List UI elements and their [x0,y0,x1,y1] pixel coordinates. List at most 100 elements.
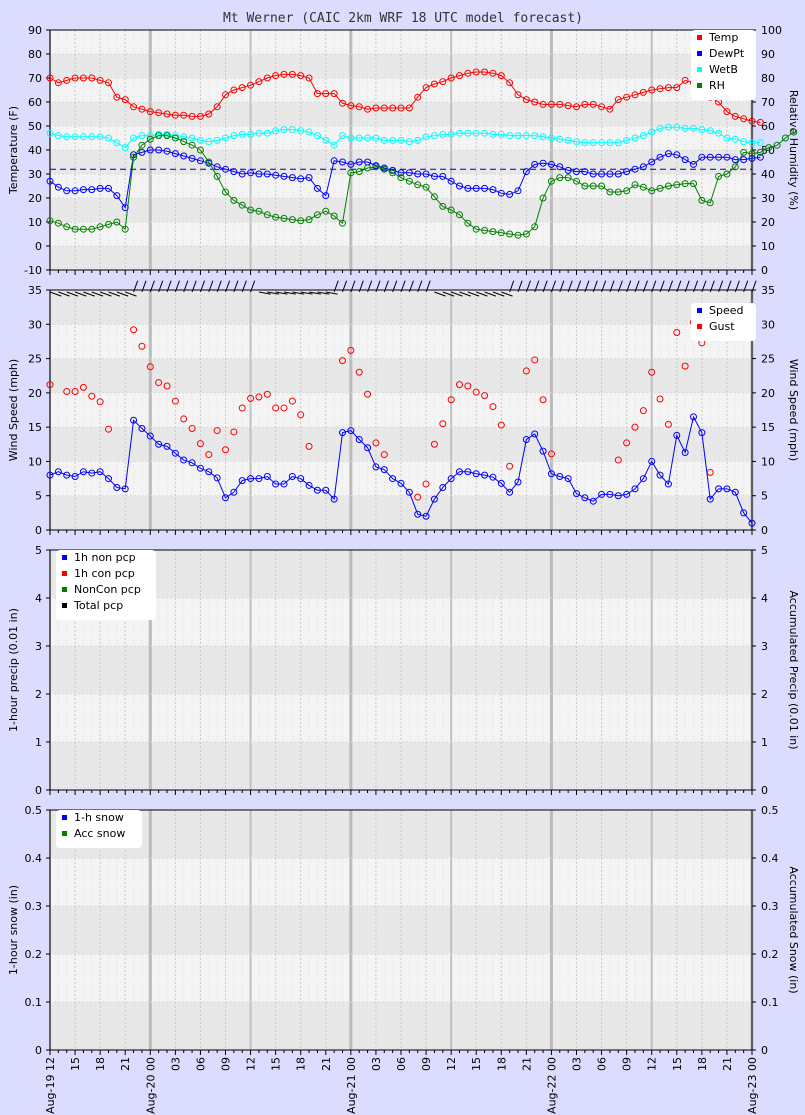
gust-point [673,329,681,337]
speed-point [364,444,372,452]
rh-point [447,206,455,214]
wind-arrow [525,280,531,293]
gust-point [639,407,647,415]
y2-tick-label: 20 [761,216,775,229]
wind-arrow [225,280,231,293]
wetb-point [230,132,238,140]
chart-panels: -100102030405060708090010203040506070809… [7,24,800,1057]
wetb-point [740,138,748,146]
panel-temperature: -100102030405060708090010203040506070809… [7,24,800,277]
speed-point [280,480,288,488]
gust-point [88,392,96,400]
gust-point [481,392,489,400]
dewpt-point [606,170,614,178]
rh-point [664,182,672,190]
temp-point [397,104,405,112]
legend-swatch [62,571,67,576]
dewpt-point [322,192,330,200]
rh-point [272,213,280,221]
dewpt-point [414,170,422,178]
rh-point [573,177,580,185]
speed-point [238,477,246,485]
x-tick-label: 06 [194,1057,207,1071]
rh-point [405,177,413,185]
legend-swatch [697,35,702,40]
rh-point [564,174,572,182]
gust-point [506,462,514,470]
speed-point [673,431,681,439]
rh-point [105,220,112,228]
wind-direction-arrows [49,280,757,297]
temp-point [723,108,731,116]
y2-tick-label: 90 [761,48,775,61]
wetb-point [539,133,547,141]
y-tick-label: 10 [28,216,42,229]
x-tick-label: 12 [646,1057,659,1071]
dewpt-point [664,150,672,158]
wetb-point [715,129,723,137]
speed-point [46,471,54,479]
rh-point [756,148,764,156]
rh-point [71,225,79,233]
temp-point [330,90,338,98]
dewpt-point [556,163,564,171]
wetb-point [489,130,497,138]
y-tick-label: 30 [28,168,42,181]
temp-point [180,111,188,119]
legend-swatch [62,831,67,836]
dewpt-point [706,153,714,161]
rh-point [531,223,539,231]
dewpt-point [347,160,355,168]
rh-point [322,207,330,215]
x-tick-label: 09 [420,1057,433,1071]
y-axis-label: Wind Speed (mph) [7,359,20,461]
dewpt-point [506,190,514,198]
speed-point [497,479,505,487]
wind-arrow [467,291,480,297]
speed-point [690,413,697,421]
speed-point [648,457,656,465]
speed-point [472,470,480,478]
wind-arrow [701,280,707,293]
gust-point [464,382,472,390]
rh-point [765,144,773,152]
dewpt-point [514,187,522,195]
gust-point [305,442,313,450]
speed-point [188,459,196,467]
temp-point [238,84,246,92]
wind-arrow [183,280,189,293]
wind-arrow [509,280,515,293]
rh-point [247,206,255,214]
speed-point [121,485,129,493]
y2-axis-label: Relative Humidity (%) [787,90,800,210]
wetb-point [589,139,597,147]
wind-arrow [300,291,313,295]
rh-point [63,223,71,231]
wind-arrow [166,280,172,293]
temp-point [430,80,438,88]
rh-point [623,187,631,195]
wetb-point [464,129,472,137]
temp-point [481,68,489,76]
y2-tick-label: 0 [761,264,768,277]
temp-point [230,86,238,94]
wind-arrow [308,291,321,295]
gust-point [681,362,689,370]
temp-point [673,84,681,92]
wetb-point [146,132,154,140]
speed-point [522,435,530,443]
wind-arrow [125,291,137,297]
temp-point [648,86,656,94]
wetb-point [506,132,514,140]
rh-point [355,168,363,176]
wetb-point [522,132,530,140]
y2-tick-label: 0.1 [761,996,779,1009]
gust-point [255,393,263,401]
wetb-point [171,132,179,140]
temp-point [522,96,530,104]
dewpt-point [71,187,79,195]
gust-point [497,421,505,429]
y-tick-label: 20 [28,192,42,205]
wetb-point [364,134,372,142]
rh-point [339,219,346,227]
